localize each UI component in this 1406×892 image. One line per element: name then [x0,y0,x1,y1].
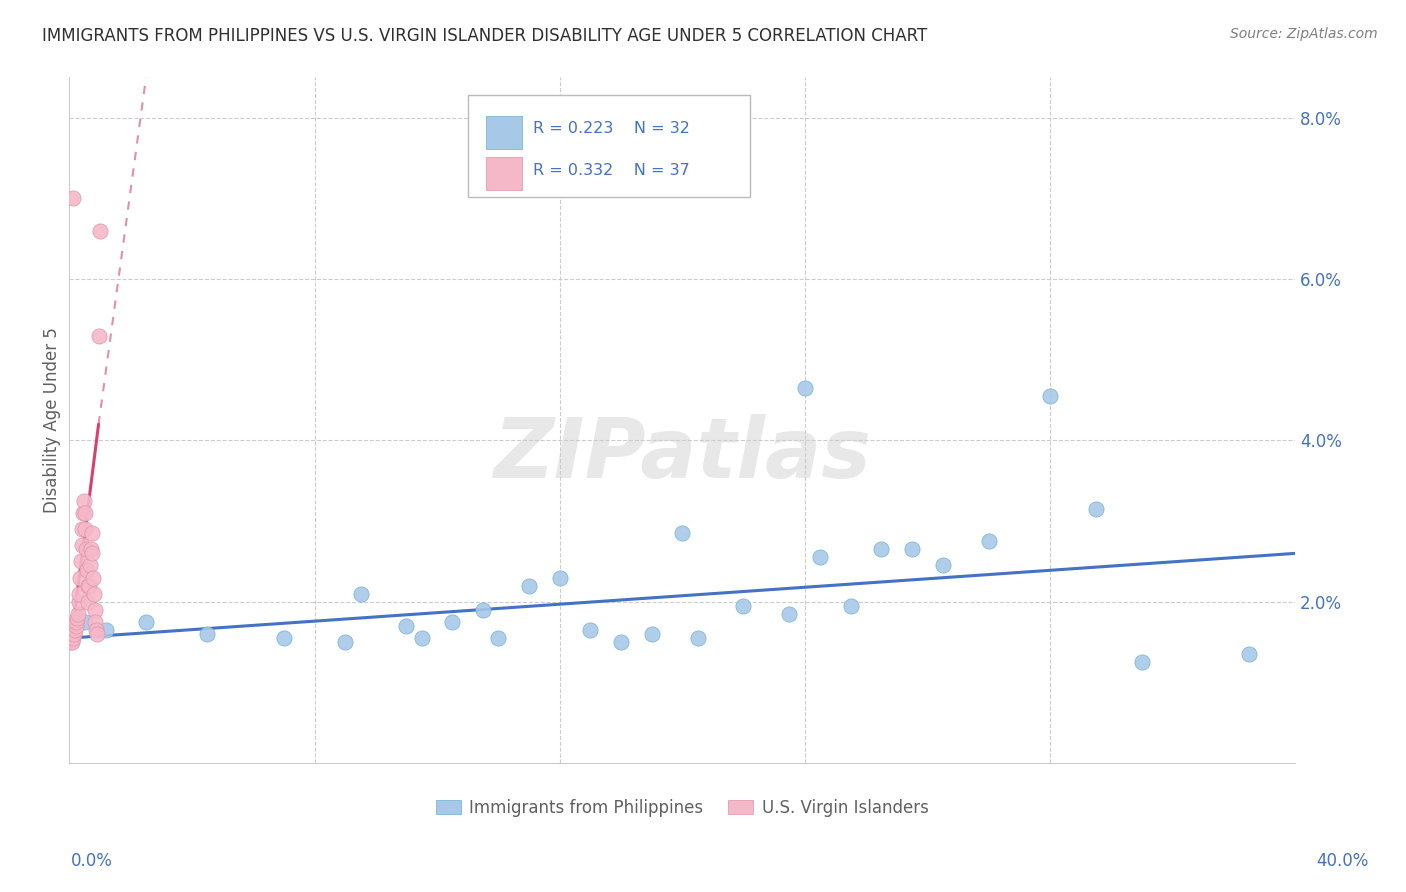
Point [66,607,89,621]
Point [793,381,815,395]
Point [82,571,104,585]
Legend: Immigrants from Philippines, U.S. Virgin Islanders: Immigrants from Philippines, U.S. Virgin… [429,792,935,823]
FancyBboxPatch shape [486,157,522,190]
Point [80,526,103,541]
Point [86,623,108,637]
Point [69,571,91,585]
Point [73,494,96,508]
Point [1039,389,1062,403]
Point [65,619,87,633]
Point [411,631,433,645]
Point [63,627,86,641]
Point [839,599,862,613]
Point [66,611,89,625]
Point [901,542,924,557]
Point [65,615,87,629]
Point [89,224,111,238]
Point [77,595,100,609]
Point [67,587,90,601]
Point [82,546,104,560]
Point [60,635,83,649]
Text: 0.0%: 0.0% [70,852,112,870]
Point [395,619,418,633]
FancyBboxPatch shape [468,95,749,197]
Point [640,627,662,641]
Point [808,550,831,565]
Point [67,595,90,609]
Point [977,534,1000,549]
Point [70,554,93,568]
Point [73,615,96,629]
Point [83,587,105,601]
Point [778,607,800,621]
Point [472,603,495,617]
Y-axis label: Disability Age Under 5: Disability Age Under 5 [44,327,60,513]
Point [1237,647,1260,661]
Text: ZIPatlas: ZIPatlas [494,414,872,495]
Point [75,542,97,557]
Point [79,579,101,593]
Point [517,579,540,593]
Point [610,635,633,649]
Point [83,603,105,617]
Point [87,328,110,343]
Point [63,623,86,637]
Point [76,562,98,576]
Point [86,627,108,641]
Point [733,599,755,613]
Point [195,627,218,641]
Point [486,631,509,645]
Point [349,587,371,601]
Point [870,542,893,557]
Text: R = 0.223    N = 32: R = 0.223 N = 32 [533,121,689,136]
Point [76,579,98,593]
Point [75,522,97,536]
Text: IMMIGRANTS FROM PHILIPPINES VS U.S. VIRGIN ISLANDER DISABILITY AGE UNDER 5 CORRE: IMMIGRANTS FROM PHILIPPINES VS U.S. VIRG… [42,27,928,45]
Point [62,631,84,645]
Point [72,522,94,536]
Text: R = 0.332    N = 37: R = 0.332 N = 37 [533,162,689,178]
Point [79,558,101,573]
Point [686,631,709,645]
Point [80,542,103,557]
Point [931,558,953,573]
Text: Source: ZipAtlas.com: Source: ZipAtlas.com [1230,27,1378,41]
Point [72,506,94,520]
Point [671,526,693,541]
Point [273,631,295,645]
Point [62,191,84,205]
Point [59,635,82,649]
Point [70,538,93,552]
FancyBboxPatch shape [486,116,522,149]
Point [135,615,157,629]
Point [441,615,464,629]
Text: 40.0%: 40.0% [1316,852,1369,870]
Point [1130,655,1153,669]
Point [1084,502,1107,516]
Point [96,623,118,637]
Point [548,571,571,585]
Point [84,615,107,629]
Point [73,506,96,520]
Point [579,623,602,637]
Point [335,635,357,649]
